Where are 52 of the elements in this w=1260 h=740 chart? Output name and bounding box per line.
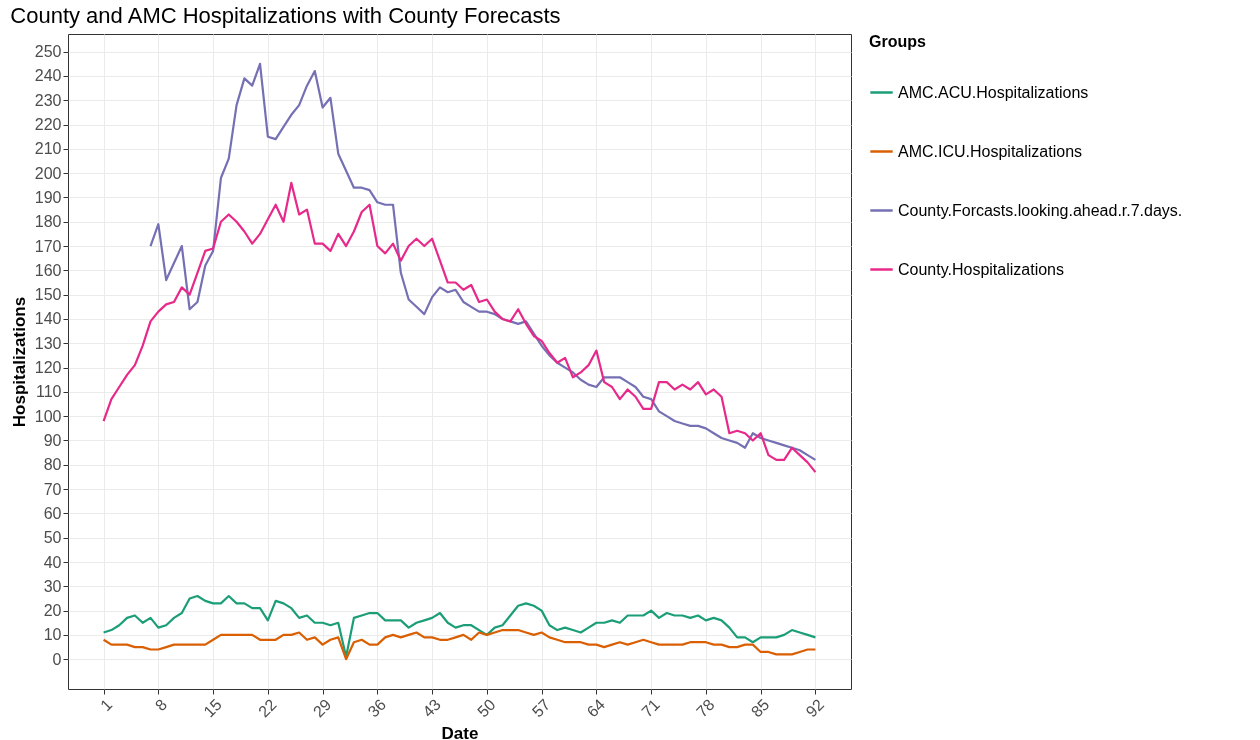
y-tick-label: 130	[34, 334, 62, 352]
legend-label: AMC.ACU.Hospitalizations	[898, 83, 1089, 101]
y-tick-label: 160	[34, 261, 62, 279]
y-tick-label: 20	[43, 602, 62, 620]
legend-label: AMC.ICU.Hospitalizations	[898, 142, 1083, 160]
x-tick-label: 15	[200, 695, 225, 721]
y-tick-label: 250	[34, 43, 62, 61]
x-tick-label: 43	[419, 695, 445, 721]
x-axis-title: Date	[441, 724, 479, 740]
legend-title: Groups	[869, 33, 926, 50]
y-tick-label: 50	[43, 529, 62, 547]
line-series	[102, 181, 817, 474]
x-tick-label: 22	[255, 695, 280, 721]
line-series	[102, 628, 817, 661]
y-axis-title: Hospitalizations	[9, 296, 29, 428]
x-tick-label: 78	[693, 695, 718, 721]
y-tick-label: 120	[34, 359, 62, 377]
x-tick-label: 8	[151, 695, 171, 715]
x-tick-label: 71	[638, 695, 664, 721]
y-tick-label: 210	[34, 140, 62, 158]
y-tick-label: 0	[52, 650, 62, 668]
legend-label: County.Forcasts.looking.ahead.r.7.days.	[898, 201, 1183, 219]
x-tick-label: 36	[364, 695, 390, 721]
x-tick-label: 85	[747, 695, 773, 721]
y-tick-label: 180	[34, 213, 62, 231]
y-tick-label: 60	[43, 504, 62, 522]
y-tick-label: 170	[34, 237, 62, 255]
x-tick-label: 1	[97, 695, 116, 715]
y-tick-label: 100	[34, 407, 62, 425]
y-tick-label: 70	[43, 480, 62, 498]
x-tick-label: 29	[309, 695, 335, 721]
y-tick-label: 10	[43, 626, 62, 644]
line-series	[149, 62, 817, 462]
x-tick-label: 57	[528, 695, 554, 721]
chart-title: County and AMC Hospitalizations with County Forecasts	[10, 3, 561, 28]
y-tick-label: 80	[43, 456, 62, 474]
y-tick-label: 40	[43, 553, 62, 571]
y-tick-label: 240	[34, 67, 62, 85]
y-tick-label: 90	[43, 431, 62, 449]
y-tick-label: 230	[34, 91, 62, 109]
line-series	[102, 594, 817, 658]
y-tick-label: 220	[34, 116, 62, 134]
y-tick-label: 190	[34, 188, 62, 206]
x-tick-label: 92	[802, 695, 828, 721]
y-tick-label: 30	[43, 577, 62, 595]
y-tick-label: 140	[34, 310, 62, 328]
x-tick-label: 64	[583, 695, 609, 721]
y-tick-label: 110	[35, 383, 62, 401]
legend-label: County.Hospitalizations	[898, 260, 1065, 278]
y-tick-label: 200	[34, 164, 62, 182]
x-tick-label: 50	[474, 695, 499, 721]
y-tick-label: 150	[34, 286, 62, 304]
